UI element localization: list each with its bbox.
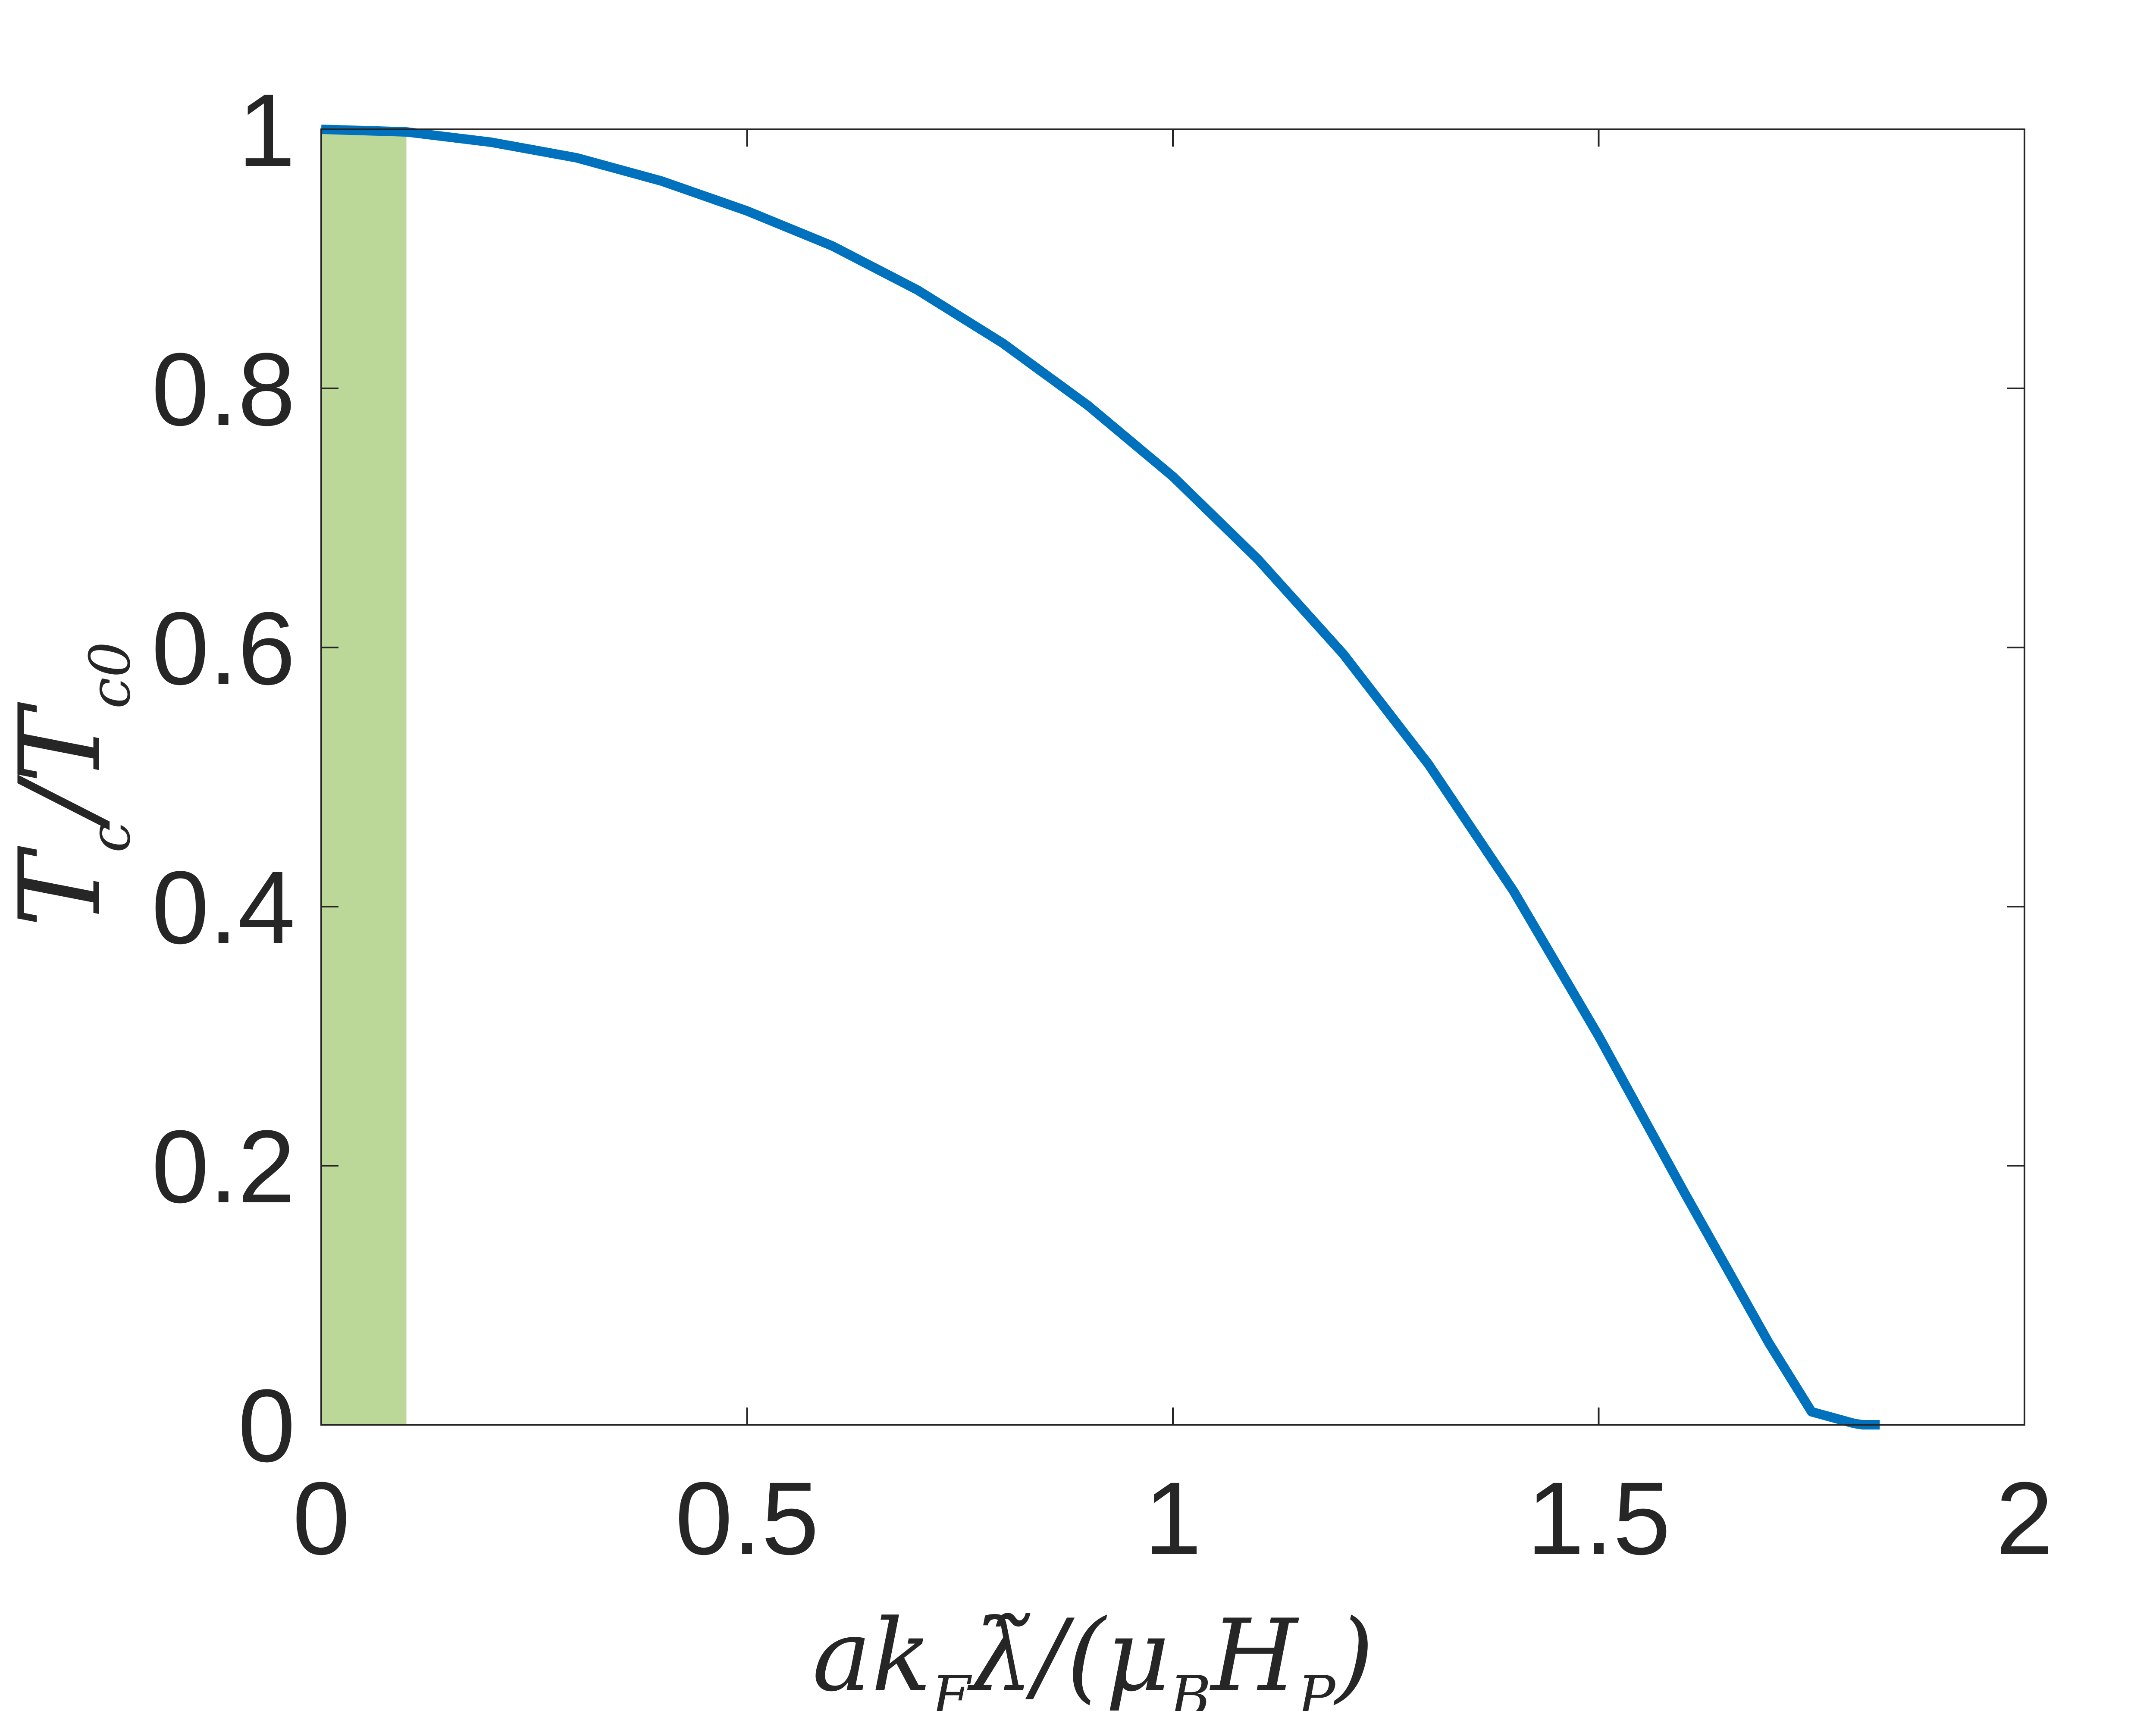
x-tick-label: 1.5 (1527, 1461, 1671, 1576)
y-tick-label: 0 (238, 1368, 295, 1483)
y-axis-label: Tc/Tc0 (0, 642, 143, 928)
y-tick-label: 0.4 (151, 850, 295, 965)
x-tick-label: 0 (292, 1461, 350, 1576)
svg-text:Tc/Tc0: Tc/Tc0 (0, 642, 143, 928)
shaded-region (321, 129, 407, 1425)
plot-area (321, 125, 1880, 1429)
x-tick-label: 1 (1144, 1461, 1201, 1576)
y-tick-label: 0.8 (151, 332, 295, 447)
x-tick-label: 2 (1996, 1461, 2053, 1576)
series-line-0 (321, 125, 1880, 1429)
axes (320, 128, 2025, 1426)
y-tick-label: 0.6 (151, 591, 295, 706)
y-tick-label: 1 (238, 72, 295, 188)
tick-labels: 0 0.5 1 1.5 2 0 0.2 0.4 0.6 0.8 1 (151, 72, 2053, 1576)
svg-text:akFλ̃/(μBHP): akFλ̃/(μBHP) (812, 1598, 1374, 1711)
x-tick-label: 0.5 (675, 1461, 819, 1576)
y-tick-label: 0.2 (151, 1109, 295, 1224)
x-axis-label: akFλ̃/(μBHP) (812, 1598, 1374, 1711)
